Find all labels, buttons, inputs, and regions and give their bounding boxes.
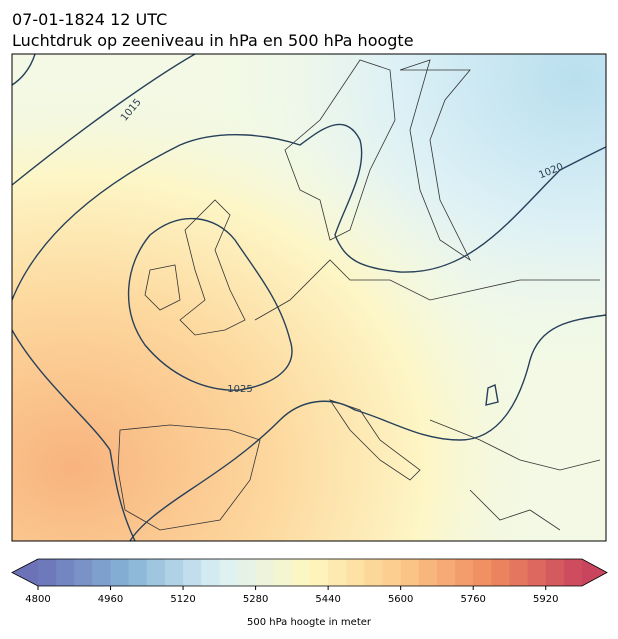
colorbar-outline <box>11 558 608 587</box>
colorbar-cell <box>436 559 456 586</box>
colorbar-cell <box>201 559 220 586</box>
colorbar-cell <box>146 559 166 586</box>
map: 1015 1020 1025 <box>12 54 606 541</box>
colorbar-cell <box>237 559 257 586</box>
colorbar-cell <box>74 559 93 586</box>
colorbar-cell <box>38 559 57 586</box>
colorbar-tick-label: 5600 <box>388 594 413 605</box>
colorbar-cell <box>473 559 492 586</box>
colorbar-cell <box>255 559 275 586</box>
title-line: Luchtdruk op zeeniveau in hPa en 500 hPa… <box>12 31 414 50</box>
colorbar-cell <box>164 559 184 586</box>
colorbar-cell <box>56 559 75 586</box>
colorbar-tick-label: 4800 <box>25 594 50 605</box>
colorbar-cell <box>110 559 130 586</box>
colorbar-tick-label: 4960 <box>98 594 123 605</box>
colorbar-tick-label: 5920 <box>533 594 558 605</box>
colorbar-tick-label: 5440 <box>315 594 340 605</box>
colorbar-cell <box>400 559 420 586</box>
colorbar-cell <box>491 559 510 586</box>
colorbar-cell <box>291 559 311 586</box>
colorbar-cell <box>509 559 529 586</box>
colorbar-tick-label: 5120 <box>170 594 195 605</box>
colorbar-extend-high <box>582 559 607 586</box>
colorbar-extend-low <box>12 559 38 586</box>
colorbar-cell <box>563 559 583 586</box>
colorbar-tick-label: 5280 <box>243 594 268 605</box>
colorbar-cell <box>364 559 384 586</box>
colorbar-cell <box>382 559 402 586</box>
colorbar: 4800 4960 5120 5280 5440 5600 5760 5920 <box>11 558 608 605</box>
colorbar-cell <box>219 559 238 586</box>
colorbar-label: 500 hPa hoogte in meter <box>247 617 372 628</box>
coastlines <box>117 59 601 531</box>
colorbar-cell <box>455 559 474 586</box>
colorbar-cell <box>545 559 565 586</box>
colorbar-cell <box>310 559 329 586</box>
map-frame <box>11 53 607 542</box>
contour-label: 1025 <box>227 384 252 395</box>
colorbar-cell <box>273 559 293 586</box>
colorbar-cell <box>418 559 438 586</box>
colorbar-cell <box>183 559 202 586</box>
colorbar-cell <box>328 559 347 586</box>
colorbar-cell <box>346 559 365 586</box>
colorbar-cell <box>527 559 547 586</box>
isobars <box>12 54 606 541</box>
colorbar-tick-label: 5760 <box>460 594 485 605</box>
colorbar-cell <box>92 559 112 586</box>
colorbar-cell <box>128 559 148 586</box>
title-line: 07-01-1824 12 UTC <box>12 10 167 29</box>
